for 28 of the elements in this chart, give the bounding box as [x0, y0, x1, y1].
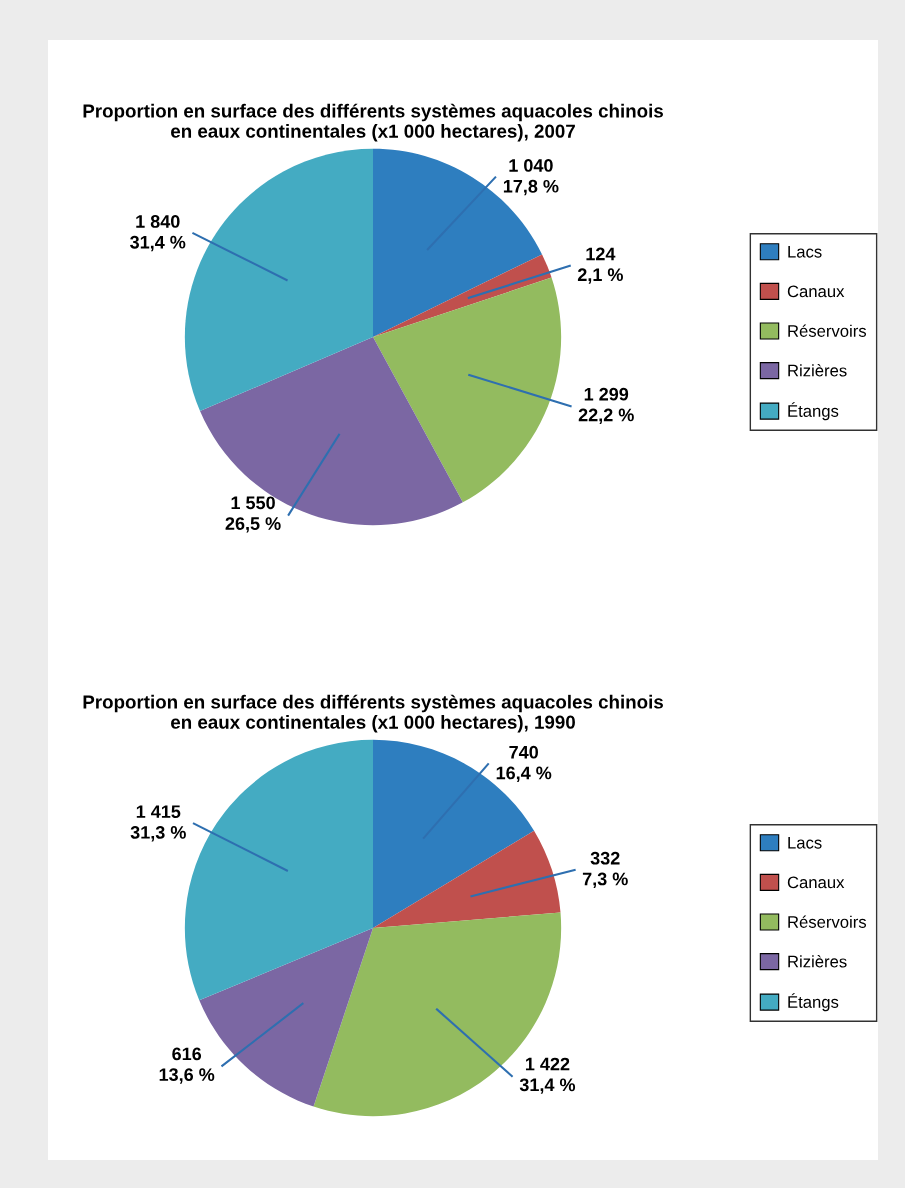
legend-label: Lacs [788, 245, 822, 258]
data-label: 1 422 31,4 % [519, 1057, 576, 1094]
legend-label: Rizières [788, 955, 847, 968]
chart-title: Proportion en surface des différents systèmes aquacoles chinois en eaux continentales (x1 000 hectares), 2007 [83, 103, 663, 142]
pie-slice [184, 148, 373, 412]
data-label: 1 040 17,8 % [503, 159, 559, 196]
legend-label: Réservoirs [788, 915, 867, 928]
data-label: 1 550 26,5 % [225, 496, 281, 533]
data-label: 1 840 31,4 % [130, 215, 186, 252]
pie-slice [373, 830, 561, 928]
chart-title: Proportion en surface des différents systèmes aquacoles chinois en eaux continentales (x1 000 hectares), 1990 [83, 694, 663, 733]
legend-label: Lacs [788, 836, 822, 849]
legend-label: Canaux [787, 876, 845, 889]
legend-label: Rizières [788, 364, 847, 377]
data-label: 124 2,1 % [577, 247, 623, 284]
data-label: 616 13,6 % [159, 1047, 215, 1084]
legend-label: Canaux [787, 285, 845, 298]
pie-slice [373, 254, 552, 337]
data-label: 1 415 31,3 % [130, 805, 186, 842]
data-label: 1 299 22,2 % [578, 387, 634, 424]
pie-slice [184, 739, 373, 1001]
pie-slice [199, 928, 373, 1107]
data-label: 332 7,3 % [582, 851, 628, 888]
data-label: 740 16,4 % [496, 745, 552, 782]
legend-label: Réservoirs [788, 324, 867, 337]
legend-label: Étangs [788, 993, 839, 1012]
pie-slice [373, 277, 562, 503]
legend-label: Étangs [788, 402, 839, 421]
